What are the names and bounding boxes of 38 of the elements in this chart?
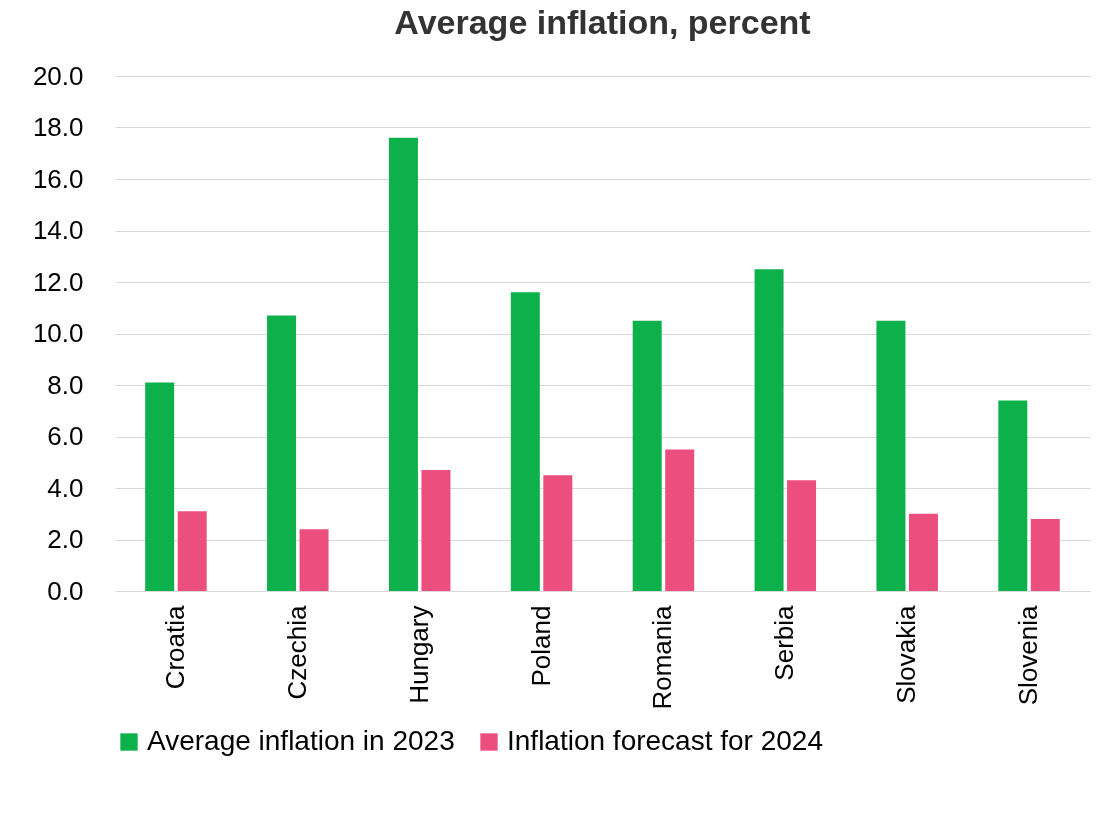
y-tick-label: 10.0 [32,318,84,348]
y-tick-label: 14.0 [32,215,84,245]
bar [510,292,540,591]
bar [421,469,451,591]
bar [299,529,329,591]
x-tick-label: Poland [525,605,556,687]
y-tick-label: 6.0 [47,421,84,451]
y-tick-label: 2.0 [47,524,84,554]
y-tick-label: 20.0 [32,60,84,91]
x-tick-label: Croatia [159,604,190,690]
bar [908,513,938,591]
bar [754,269,784,591]
y-tick-label: 4.0 [47,472,84,503]
bar [388,137,418,591]
y-tick-label: 16.0 [32,163,84,194]
y-tick-label: 0.0 [47,575,84,606]
legend-label: Inflation forecast for 2024 [507,725,823,756]
bar [1030,518,1060,591]
y-tick-label: 18.0 [32,112,84,142]
bar [787,480,817,591]
chart-title: Average inflation, percent [394,3,811,41]
x-tick-label: Hungary [403,605,434,704]
x-tick-label: Romania [647,604,678,710]
x-tick-label: Slovakia [891,604,922,704]
y-tick-label: 8.0 [47,369,84,400]
x-tick-label: Czechia [281,604,312,700]
bar [876,320,906,591]
x-tick-label: Serbia [769,604,800,681]
legend-label: Average inflation in 2023 [147,725,455,756]
bar [543,475,573,591]
y-tick-label: 12.0 [32,266,84,297]
bar [145,382,175,591]
bar [998,400,1028,591]
x-tick-label: Slovenia [1013,604,1044,706]
bar [632,320,662,591]
bar [177,511,207,591]
bar [665,449,695,591]
bar [267,315,297,591]
